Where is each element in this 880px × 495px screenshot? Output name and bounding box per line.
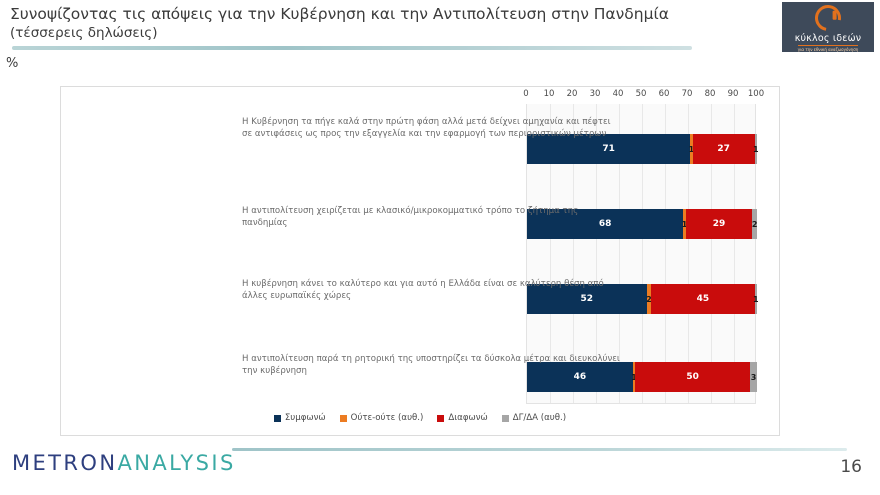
legend-item[interactable]: Διαφωνώ	[437, 413, 488, 423]
legend-label: Ούτε-ούτε (αυθ.)	[350, 413, 424, 423]
legend-label: Διαφωνώ	[448, 413, 488, 423]
category-label: Η Κυβέρνηση τα πήγε καλά στην πρώτη φάση…	[242, 117, 611, 139]
bar-row[interactable]: 71 1 27 1	[527, 134, 759, 164]
bar-segment: 2	[752, 209, 757, 239]
x-axis-tick-50: 50	[635, 89, 647, 99]
bar-segment: 68	[527, 209, 684, 239]
page-title: Συνοψίζοντας τις απόψεις για την Κυβέρνη…	[10, 4, 710, 43]
x-axis-tick-labels: 0 10 20 30 40 50 60 70 80 90 100	[523, 89, 764, 103]
gridline-20	[573, 104, 574, 403]
logo-brand-name: κύκλος ιδεών	[794, 33, 862, 44]
category-label: Η κυβέρνηση κάνει το καλύτερο και για αυ…	[242, 279, 604, 301]
bar-segment: 52	[527, 284, 647, 314]
footer-divider	[232, 448, 847, 451]
legend-label: ΔΓ/ΔΑ (αυθ.)	[512, 413, 567, 423]
metron-analysis-logo: METRONANALYSIS	[12, 451, 236, 475]
bar-segment: 50	[635, 362, 751, 392]
page-number: 16	[840, 457, 862, 477]
bar-segment: 1	[689, 134, 694, 164]
legend-swatch-icon	[437, 414, 445, 422]
gridline-80	[711, 104, 712, 403]
x-axis-tick-40: 40	[612, 89, 624, 99]
percent-unit-label: %	[6, 56, 19, 71]
footer-brand-second: ANALYSIS	[117, 451, 236, 475]
legend-item[interactable]: Συμφωνώ	[273, 413, 326, 423]
title-underline-divider	[12, 46, 692, 50]
x-axis-tick-70: 70	[681, 89, 693, 99]
gridline-30	[596, 104, 597, 403]
gridline-90	[734, 104, 735, 403]
x-axis-tick-0: 0	[523, 89, 529, 99]
bar-segment: 1	[753, 134, 759, 164]
bar-segment: 71	[527, 134, 691, 164]
category-label: Η αντιπολίτευση χειρίζεται με κλασικό/μι…	[242, 206, 579, 228]
chart-container: 0 10 20 30 40 50 60 70 80 90 100 71 1 27 1 68 1 29 2 52 2 45…	[60, 86, 780, 436]
bar-segment: 1	[682, 209, 687, 239]
bar-row[interactable]: 68 1 29 2	[527, 209, 757, 239]
bar-row[interactable]: 52 2 45 1	[527, 284, 759, 314]
circle-swirl-icon	[809, 0, 847, 37]
bar-segment: 46	[527, 362, 633, 392]
page-title-line-2: (τέσσερεις δηλώσεις)	[10, 25, 158, 41]
kyklos-ideon-logo: κύκλος ιδεών για την εθνική αναζωογόνηση	[782, 0, 874, 52]
bar-segment: 27	[692, 134, 755, 164]
chart-legend: Συμφωνώ Ούτε-ούτε (αυθ.) Διαφωνώ ΔΓ/ΔΑ (αυθ…	[61, 413, 779, 423]
bar-segment: 2	[646, 284, 652, 314]
gridline-60	[665, 104, 666, 403]
bar-segment: 29	[685, 209, 753, 239]
gridline-10	[550, 104, 551, 403]
page-title-line-1: Συνοψίζοντας τις απόψεις για την Κυβέρνη…	[10, 5, 669, 23]
category-label: Η αντιπολίτευση παρά τη ρητορική της υπο…	[242, 354, 620, 376]
bar-segment: 1	[631, 362, 637, 392]
x-axis-tick-90: 90	[727, 89, 739, 99]
bar-row[interactable]: 46 1 50 3	[527, 362, 757, 392]
legend-item[interactable]: Ούτε-ούτε (αυθ.)	[339, 413, 424, 423]
legend-label: Συμφωνώ	[284, 413, 326, 423]
legend-swatch-icon	[501, 414, 509, 422]
bar-segment: 3	[750, 362, 757, 392]
gridline-40	[619, 104, 620, 403]
bar-segment: 1	[753, 284, 759, 314]
legend-item[interactable]: ΔΓ/ΔΑ (αυθ.)	[501, 413, 567, 423]
bar-segment: 45	[651, 284, 755, 314]
logo-tagline: για την εθνική αναζωογόνηση	[797, 45, 859, 52]
x-axis-tick-60: 60	[658, 89, 670, 99]
gridline-70	[688, 104, 689, 403]
x-axis-tick-30: 30	[589, 89, 601, 99]
x-axis-tick-100: 100	[747, 89, 765, 99]
footer-brand-first: METRON	[12, 451, 118, 475]
legend-swatch-icon	[339, 414, 347, 422]
gridline-50	[642, 104, 643, 403]
plot-area: 71 1 27 1 68 1 29 2 52 2 45 1 46 1 50 3	[526, 104, 759, 404]
legend-swatch-icon	[273, 414, 281, 422]
x-axis-tick-80: 80	[704, 89, 716, 99]
x-axis-tick-20: 20	[566, 89, 578, 99]
x-axis-tick-10: 10	[543, 89, 555, 99]
